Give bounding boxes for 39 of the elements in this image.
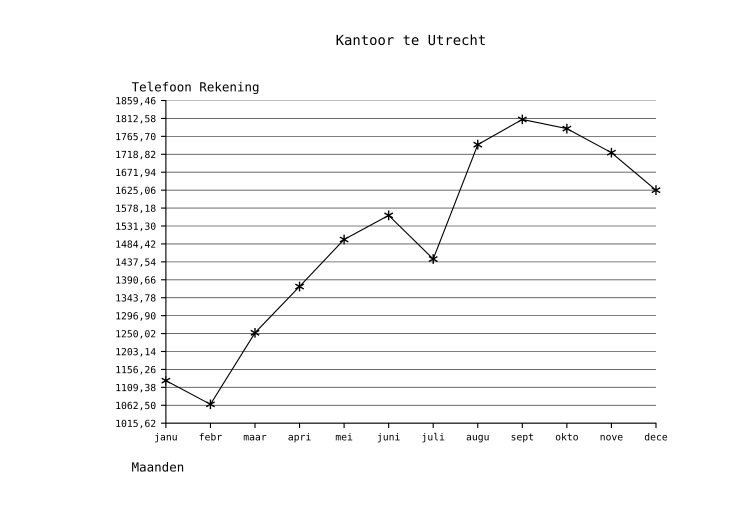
y-tick-label: 1484,42	[116, 240, 156, 250]
point	[384, 210, 394, 221]
y-tick-label: 1296,90	[116, 312, 156, 321]
x-tick-label: apri	[288, 432, 311, 442]
y-tick-label: 1625,06	[116, 186, 156, 196]
y-tick-label: 1203,14	[116, 348, 156, 357]
x-tick-label: okto	[556, 432, 578, 440]
y-tick-label: 1671,94	[116, 168, 156, 178]
x-tick-label: maar	[244, 434, 266, 440]
x-tick-label: juni	[378, 432, 400, 442]
y-tick-label: 1812,58	[116, 114, 156, 124]
x-tick-label: febr	[200, 432, 222, 440]
y-axis-title: Telefoon Rekening	[132, 82, 258, 94]
y-tick-label: 1578,18	[116, 204, 156, 214]
chart-title: Kantoor te Utrecht	[336, 34, 485, 46]
y-tick-label: 1718,82	[116, 150, 156, 160]
y-tick-label: 1859,46	[116, 97, 156, 106]
x-tick-label: dece	[644, 432, 668, 440]
y-tick-label: 1390,66	[116, 276, 156, 285]
point	[562, 123, 572, 134]
y-tick-label: 1156,26	[116, 366, 156, 374]
point	[339, 234, 350, 246]
x-tick-label: mei	[336, 432, 352, 440]
x-tick-label: nove	[600, 434, 623, 440]
y-tick-label: 1015,62	[116, 420, 156, 428]
y-tick-label: 1343,78	[116, 294, 156, 303]
x-tick-label: janu	[155, 432, 177, 442]
y-tick-label: 1062,50	[116, 402, 156, 410]
x-tick-label: sept	[512, 434, 534, 442]
x-tick-label: juli	[422, 432, 444, 442]
y-tick-label: 1531,30	[116, 222, 156, 232]
y-tick-label: 1250,02	[116, 330, 156, 339]
y-tick-label: 1437,54	[116, 258, 156, 267]
x-axis-title: Maanden	[132, 462, 184, 472]
x-tick-label: augu	[466, 434, 489, 442]
point	[428, 253, 438, 265]
y-tick-label: 1109,38	[116, 384, 156, 392]
point	[517, 114, 528, 125]
y-tick-label: 1765,70	[116, 132, 156, 142]
